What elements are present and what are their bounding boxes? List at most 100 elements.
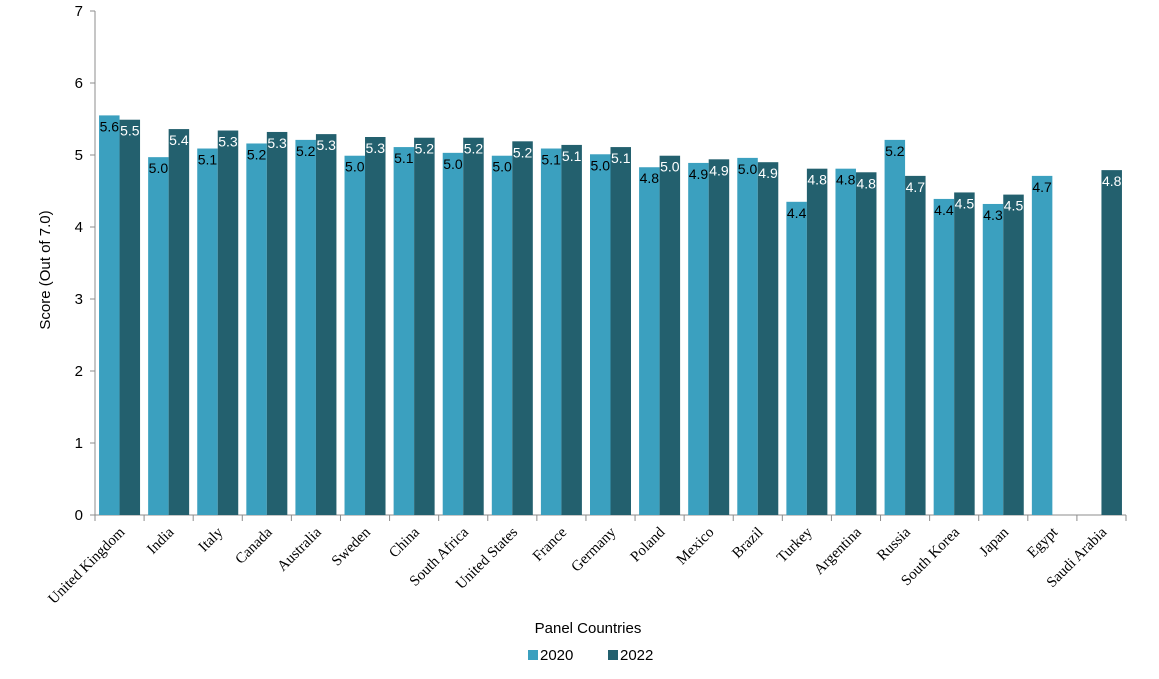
x-tick-label: France (530, 524, 570, 564)
data-labels: 5.65.05.1 5.2 5.25.05.1 5.0 5.0 5.1 5.04.8 4.9 5… (100, 118, 1122, 223)
x-tick-label: Japan (977, 524, 1013, 560)
data-label-2020: 5.0 (738, 161, 758, 177)
legend-swatch-2020 (528, 650, 538, 660)
data-label-2022: 4.8 (1102, 173, 1122, 189)
bar-2020 (393, 147, 415, 515)
bar-2022 (561, 144, 582, 516)
data-label-2022: 4.5 (1004, 198, 1024, 214)
x-tick-label: Argentina (811, 524, 865, 578)
x-tick-label: Australia (275, 524, 325, 574)
bar-2020 (786, 201, 807, 516)
x-tick-label: Mexico (674, 525, 718, 569)
y-tick-label: 7 (75, 3, 83, 20)
bar-2020 (884, 139, 906, 515)
bar-2022 (365, 137, 386, 515)
bar-2022 (806, 168, 828, 515)
x-tick-label: Brazil (729, 525, 766, 562)
x-axis-title: Panel Countries (535, 620, 642, 637)
data-label-2022: 5.2 (464, 141, 484, 157)
y-tick-label: 5 (75, 147, 83, 164)
data-label-2020: 4.3 (983, 207, 1003, 223)
legend-label-2022: 2022 (620, 647, 653, 664)
x-tick-label: Poland (628, 524, 669, 565)
bar-2020 (835, 168, 856, 515)
data-label-2020: 5.2 (296, 143, 316, 159)
data-label-2020: 4.8 (640, 170, 660, 186)
bar-2020 (639, 167, 660, 516)
x-tick-label: Sweden (329, 524, 374, 569)
data-label-2022: 5.2 (415, 141, 435, 157)
data-label-2022: 5.1 (611, 150, 631, 166)
data-label-2022: 4.8 (807, 172, 827, 188)
bar-2022 (266, 131, 288, 515)
data-label-2022: 5.3 (218, 134, 238, 150)
bar-2020 (491, 155, 513, 515)
x-tick-label: Germany (569, 524, 620, 575)
data-label-2020: 5.0 (149, 160, 169, 176)
data-label-2022: 4.9 (758, 165, 778, 181)
x-tick-label: China (386, 524, 423, 561)
y-axis-title: Score (Out of 7.0) (37, 210, 54, 329)
x-tick-label: India (144, 524, 177, 557)
bar-2020 (295, 139, 316, 515)
x-tick-label: Canada (233, 524, 276, 567)
data-label-2022: 4.9 (709, 162, 729, 178)
data-label-2022: 5.1 (562, 148, 582, 164)
legend-swatch-2022 (608, 650, 618, 660)
x-tick-label: Turkey (774, 524, 816, 566)
bar-2020 (688, 162, 709, 516)
data-label-2020: 5.0 (591, 157, 611, 173)
y-tick-label: 0 (75, 507, 83, 524)
bar-2020 (148, 157, 169, 515)
data-label-2020: 5.1 (394, 150, 414, 166)
data-label-2020: 5.0 (443, 156, 463, 172)
data-label-2022: 5.2 (513, 144, 533, 160)
bar-2020 (933, 198, 955, 516)
data-label-2020: 5.1 (541, 152, 561, 168)
bar-2020 (99, 115, 120, 516)
y-tick-label: 3 (75, 291, 83, 308)
data-label-2020: 5.2 (885, 143, 905, 159)
data-label-2020: 4.8 (836, 172, 856, 188)
data-label-2022: 5.4 (169, 132, 189, 148)
data-label-2020: 5.2 (247, 146, 267, 162)
data-label-2020: 5.0 (492, 159, 512, 175)
bar-2022 (414, 137, 435, 515)
data-label-2020: 5.0 (345, 159, 365, 175)
bar-2022 (855, 172, 877, 515)
bar-2020 (737, 157, 758, 515)
bar-2022 (757, 162, 779, 515)
data-label-2020: 4.4 (934, 202, 954, 218)
bar-2020 (246, 143, 267, 516)
x-tick-label: Egypt (1025, 524, 1062, 561)
y-tick-label: 4 (75, 219, 83, 236)
bar-2022 (1003, 194, 1024, 515)
x-tick-label: Italy (196, 524, 227, 555)
legend-label-2020: 2020 (540, 647, 573, 664)
bar-2022 (659, 155, 681, 515)
legend: 2020 2022 (528, 647, 653, 664)
bar-2022 (512, 141, 533, 515)
data-label-2020: 4.4 (787, 205, 807, 221)
bar-2022 (610, 147, 631, 515)
data-label-2022: 5.3 (366, 140, 386, 156)
bars (99, 115, 1122, 516)
data-label-2022: 4.5 (955, 195, 975, 211)
bar-2022 (217, 130, 239, 515)
data-label-2022: 5.3 (316, 137, 336, 153)
data-label-2022: 5.0 (660, 159, 680, 175)
data-label-2020: 4.7 (1032, 179, 1052, 195)
bar-2022 (954, 192, 975, 515)
bar-2022 (119, 119, 141, 515)
bar-2020 (197, 148, 218, 515)
data-label-2022: 4.8 (856, 175, 876, 191)
bar-2020 (590, 154, 611, 515)
data-label-2022: 4.7 (906, 179, 926, 195)
y-tick-label: 6 (75, 75, 83, 92)
bar-2022 (1101, 170, 1122, 515)
bar-2020 (982, 203, 1004, 515)
y-tick-label: 1 (75, 435, 83, 452)
bar-2020 (1031, 175, 1053, 515)
